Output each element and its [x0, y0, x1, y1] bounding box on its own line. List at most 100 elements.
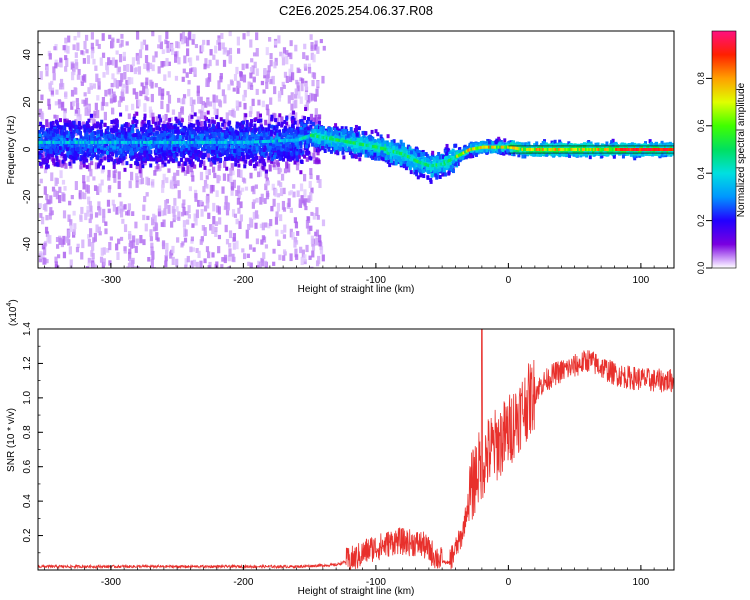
- heatmap-cell: [386, 159, 390, 164]
- heatmap-cell: [264, 148, 268, 153]
- heatmap-cell: [146, 62, 150, 71]
- heatmap-cell: [305, 157, 309, 162]
- heatmap-cell: [142, 214, 146, 221]
- heatmap-cell: [217, 128, 221, 133]
- heatmap-cell: [177, 216, 181, 221]
- heatmap-cell: [65, 58, 69, 67]
- heatmap-cell: [441, 172, 445, 177]
- heatmap-cell: [130, 77, 134, 85]
- heatmap-cell: [256, 171, 261, 178]
- heatmap-cell: [250, 119, 254, 124]
- heatmap-cell: [72, 120, 76, 125]
- heatmap-cell: [429, 178, 433, 183]
- heatmap-cell: [256, 264, 260, 268]
- heatmap-cell: [240, 152, 244, 157]
- heatmap-cell: [74, 119, 78, 127]
- heatmap-cell: [59, 151, 63, 156]
- heatmap-cell: [196, 85, 200, 94]
- heatmap-cell: [279, 188, 284, 197]
- heatmap-cell: [179, 151, 183, 156]
- heatmap-cell: [70, 101, 74, 110]
- heatmap-cell: [433, 158, 437, 163]
- heatmap-cell: [318, 179, 322, 189]
- heatmap-cell: [61, 101, 65, 111]
- heatmap-cell: [80, 81, 84, 86]
- heatmap-cell: [309, 168, 313, 175]
- heatmap-cell: [212, 216, 216, 225]
- heatmap-cell: [463, 144, 467, 149]
- heatmap-cell: [282, 47, 287, 54]
- heatmap-cell: [289, 40, 293, 47]
- heatmap-cell: [107, 174, 111, 181]
- heatmap-cell: [293, 217, 297, 224]
- heatmap-cell: [117, 238, 121, 245]
- heatmap-cell: [211, 225, 215, 234]
- heatmap-cell: [144, 95, 148, 101]
- heatmap-cell: [264, 141, 268, 146]
- heatmap-cell: [46, 233, 50, 243]
- heatmap-cell: [70, 89, 75, 97]
- heatmap-cell: [303, 116, 307, 121]
- heatmap-cell: [79, 215, 83, 222]
- heatmap-cell: [67, 120, 71, 125]
- heatmap-cell: [272, 198, 276, 207]
- heatmap-cell: [164, 260, 168, 268]
- heatmap-cell: [62, 251, 67, 259]
- heatmap-cell: [262, 89, 266, 94]
- heatmap-cell: [43, 144, 47, 149]
- heatmap-cell: [212, 94, 216, 103]
- heatmap-cell: [45, 119, 49, 128]
- heatmap-cell: [242, 130, 246, 135]
- heatmap-cell: [56, 62, 60, 67]
- heatmap-cell: [43, 186, 47, 195]
- heatmap-cell: [303, 66, 308, 71]
- heatmap-cell: [312, 152, 316, 159]
- heatmap-cell: [196, 90, 200, 97]
- heatmap-cell: [111, 73, 115, 80]
- heatmap-cell: [140, 177, 145, 185]
- heatmap-cell: [238, 220, 242, 229]
- heatmap-cell: [200, 129, 204, 134]
- heatmap-cell: [143, 103, 147, 112]
- heatmap-cell: [236, 85, 240, 94]
- heatmap-cell: [302, 147, 306, 153]
- heatmap-cell: [140, 160, 144, 165]
- heatmap-cell: [510, 140, 514, 145]
- heatmap-cell: [306, 94, 310, 104]
- heatmap-cell: [179, 122, 183, 127]
- heatmap-cell: [149, 109, 153, 118]
- heatmap-cell: [62, 235, 66, 245]
- heatmap-cell: [264, 170, 268, 179]
- heatmap-cell: [81, 239, 85, 249]
- heatmap-cell: [306, 116, 310, 121]
- heatmap-cell: [258, 167, 263, 177]
- heatmap-cell: [280, 87, 284, 96]
- heatmap-cell: [72, 63, 76, 72]
- heatmap-cell: [217, 234, 222, 240]
- heatmap-cell: [57, 99, 61, 105]
- heatmap-cell: [205, 246, 210, 253]
- heatmap-cell: [188, 31, 192, 41]
- heatmap-cell: [313, 159, 317, 164]
- heatmap-cell: [161, 49, 165, 55]
- heatmap-cell: [296, 67, 300, 74]
- heatmap-cell: [217, 206, 221, 215]
- heatmap-cell: [45, 194, 49, 201]
- heatmap-cell: [169, 123, 173, 128]
- heatmap-cell: [277, 90, 282, 98]
- heatmap-cell: [173, 172, 177, 182]
- heatmap-cell: [112, 170, 116, 179]
- heatmap-cell: [169, 251, 173, 259]
- heatmap-cell: [202, 186, 206, 193]
- heatmap-cell: [318, 240, 322, 247]
- heatmap-cell: [265, 81, 269, 90]
- heatmap-cell: [162, 219, 166, 228]
- heatmap-cell: [275, 229, 279, 237]
- heatmap-cell: [289, 207, 293, 213]
- heatmap-cell: [102, 149, 106, 154]
- heatmap-cell: [78, 114, 82, 121]
- heatmap-cell: [624, 151, 628, 156]
- heatmap-cell: [316, 149, 320, 156]
- heatmap-cell: [122, 55, 126, 61]
- heatmap-cell: [223, 94, 227, 104]
